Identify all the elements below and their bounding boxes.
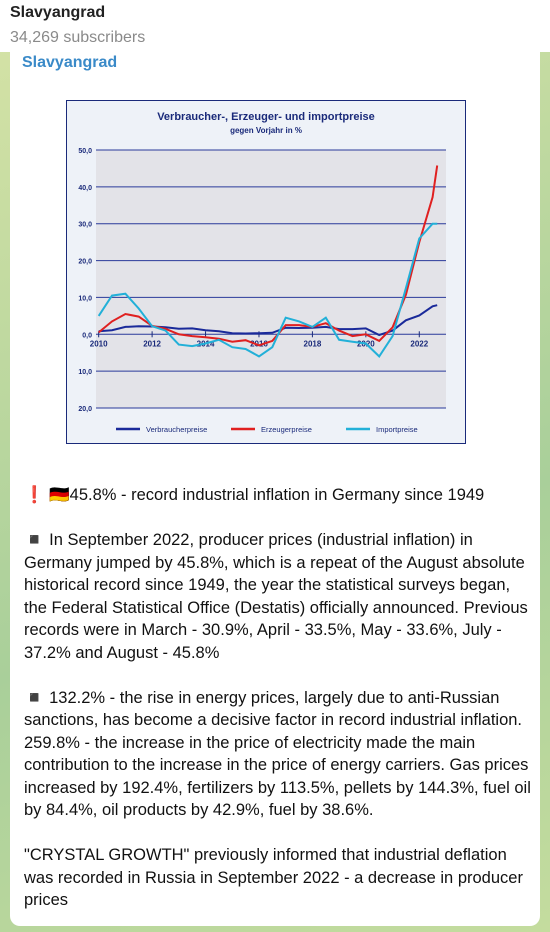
paragraph: ◾️ In September 2022, producer prices (i… [24, 531, 528, 662]
y-tick-label: 50,0 [78, 148, 92, 155]
legend-label: Erzeugerpreise [261, 425, 312, 434]
paragraph: ◾️ 132.2% - the rise in energy prices, l… [24, 688, 531, 820]
y-tick-label: 30,0 [78, 222, 92, 229]
paragraph: "CRYSTAL GROWTH" previously informed tha… [24, 846, 523, 909]
legend-label: Verbraucherpreise [146, 425, 207, 434]
x-tick-label: 2012 [143, 339, 161, 348]
chart-subtitle: gegen Vorjahr in % [230, 126, 302, 135]
subscribers: 34,269 subscribers [10, 29, 146, 46]
y-tick-label: 0,0 [82, 332, 92, 339]
paragraph: ❗️ 🇩🇪45.8% - record industrial inflation… [24, 486, 485, 504]
plot-area [96, 150, 446, 408]
line-series [97, 222, 438, 358]
x-tick-label: 2010 [90, 339, 108, 348]
message-text: ❗️ 🇩🇪45.8% - record industrial inflation… [24, 484, 532, 926]
y-tick-label: 40,0 [78, 185, 92, 192]
message: Slavyangrad Verbraucher-, Erzeuger- und … [10, 52, 540, 926]
author[interactable]: Slavyangrad [22, 54, 118, 71]
y-tick-label: 10,0 [78, 369, 92, 376]
chart-title: Verbraucher-, Erzeuger- und importpreise [157, 111, 375, 123]
y-tick-label: 20,0 [78, 406, 92, 413]
channel-title[interactable]: Slavyangrad [10, 4, 106, 21]
y-tick-label: 20,0 [78, 259, 92, 266]
legend-label: Importpreise [376, 425, 418, 434]
header: Slavyangrad 34,269 subscribers [0, 0, 550, 52]
x-tick-label: 2016 [250, 339, 268, 348]
chart: Verbraucher-, Erzeuger- und importpreise… [66, 100, 466, 444]
y-tick-label: 10,0 [78, 295, 92, 302]
x-tick-label: 2018 [304, 339, 322, 348]
x-tick-label: 2022 [410, 339, 428, 348]
